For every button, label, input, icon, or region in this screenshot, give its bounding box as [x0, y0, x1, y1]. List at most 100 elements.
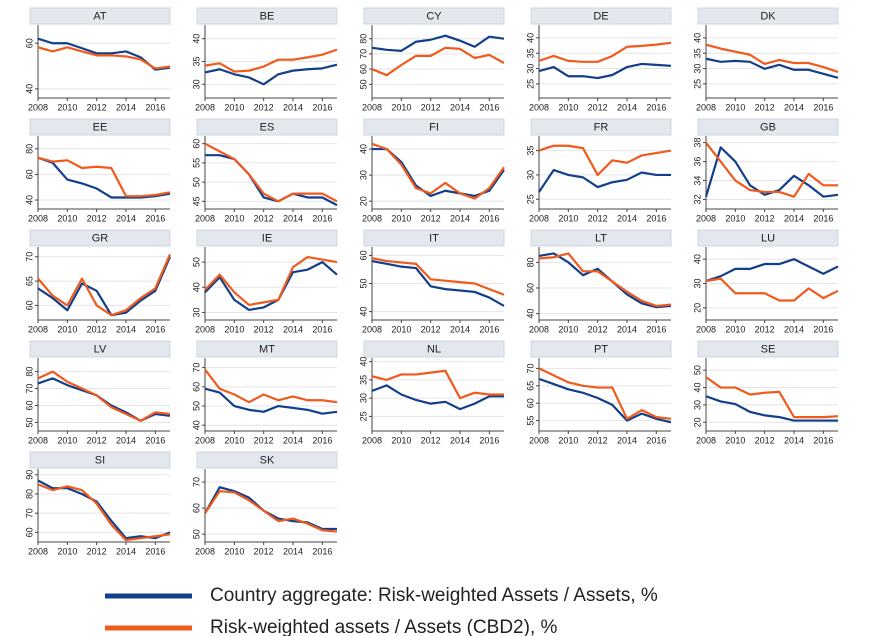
panel: ES 45 50 55 60 2008 2010 2012 2014 2016 — [191, 118, 338, 223]
panel: SE 20 30 40 50 2008 2010 2012 2014 2016 — [692, 340, 839, 445]
y-tick-label: 30 — [191, 79, 201, 89]
x-tick-label: 2008 — [529, 102, 549, 112]
x-tick-label: 2016 — [646, 213, 666, 223]
y-tick-label: 30 — [191, 307, 201, 317]
x-tick-label: 2008 — [195, 324, 215, 334]
x-tick-label: 2010 — [725, 213, 745, 223]
panel-title: ES — [260, 121, 275, 133]
y-tick-label: 65 — [24, 276, 34, 286]
panel: IE 30 40 50 2008 2010 2012 2014 2016 — [191, 229, 338, 334]
y-tick-label: 60 — [358, 64, 368, 74]
x-tick-label: 2014 — [450, 435, 470, 445]
x-tick-label: 2012 — [588, 102, 608, 112]
series-line — [538, 377, 672, 424]
x-tick-label: 2012 — [87, 102, 107, 112]
y-tick-label: 50 — [24, 418, 34, 428]
x-tick-label: 2010 — [558, 435, 578, 445]
x-tick-label: 2008 — [28, 546, 48, 556]
x-tick-label: 2010 — [57, 102, 77, 112]
y-tick-label: 40 — [692, 254, 702, 264]
panel: GB 32 34 36 38 2008 2010 2012 2014 2016 — [692, 118, 839, 223]
panel-title-bar — [363, 7, 505, 25]
panel-title-bar — [530, 118, 672, 136]
x-tick-label: 2016 — [646, 102, 666, 112]
panel-title-bar — [196, 340, 338, 358]
y-tick-label: 40 — [24, 195, 34, 205]
y-tick-label: 50 — [692, 365, 702, 375]
x-tick-label: 2016 — [646, 324, 666, 334]
x-tick-label: 2010 — [57, 324, 77, 334]
x-tick-label: 2008 — [28, 102, 48, 112]
panel-title-bar — [196, 229, 338, 247]
series-line — [37, 256, 172, 317]
y-tick-label: 30 — [525, 170, 535, 180]
x-tick-label: 2008 — [696, 213, 716, 223]
x-tick-label: 2010 — [224, 213, 244, 223]
y-tick-label: 50 — [191, 529, 201, 539]
x-tick-label: 2008 — [28, 213, 48, 223]
x-tick-label: 2016 — [479, 435, 499, 445]
y-tick-label: 60 — [24, 38, 34, 48]
y-tick-label: 25 — [525, 194, 535, 204]
x-tick-label: 2012 — [87, 435, 107, 445]
panel-title: BE — [260, 10, 275, 22]
y-tick-label: 36 — [692, 157, 702, 167]
series-line — [538, 41, 672, 63]
y-tick-label: 60 — [24, 169, 34, 179]
y-tick-label: 40 — [358, 144, 368, 154]
x-tick-label: 2016 — [312, 546, 332, 556]
panel-title: IE — [262, 232, 272, 244]
y-tick-label: 20 — [692, 417, 702, 427]
x-tick-label: 2008 — [195, 213, 215, 223]
x-tick-label: 2008 — [696, 102, 716, 112]
y-tick-label: 60 — [24, 300, 34, 310]
x-tick-label: 2014 — [283, 435, 303, 445]
x-tick-label: 2010 — [224, 435, 244, 445]
series-line — [538, 367, 672, 420]
y-tick-label: 35 — [358, 375, 368, 385]
x-tick-label: 2008 — [696, 435, 716, 445]
x-tick-label: 2012 — [421, 102, 441, 112]
series-line — [37, 156, 171, 198]
series-line — [37, 46, 171, 70]
y-tick-label: 20 — [358, 196, 368, 206]
y-tick-label: 38 — [692, 138, 702, 148]
series-line — [37, 253, 172, 317]
panel-title: SE — [761, 343, 776, 355]
x-tick-label: 2008 — [195, 546, 215, 556]
panel: DK 25 30 35 40 2008 2010 2012 2014 2016 — [692, 7, 839, 112]
panel-title-bar — [29, 340, 171, 358]
x-tick-label: 2016 — [813, 324, 833, 334]
series-line — [538, 252, 672, 309]
series-line — [705, 141, 838, 198]
panel-title-bar — [363, 229, 505, 247]
x-tick-label: 2016 — [312, 324, 332, 334]
series-line — [204, 142, 338, 203]
x-tick-label: 2012 — [254, 102, 274, 112]
x-tick-label: 2016 — [312, 435, 332, 445]
x-tick-label: 2008 — [696, 324, 716, 334]
y-tick-label: 35 — [525, 146, 535, 156]
series-line — [37, 483, 171, 542]
y-tick-label: 40 — [358, 307, 368, 317]
panel-title: LV — [94, 343, 107, 355]
x-tick-label: 2014 — [450, 213, 470, 223]
panel: FI 20 30 40 2008 2010 2012 2014 2016 — [358, 118, 505, 223]
panel: GR 60 65 70 2008 2010 2012 2014 2016 — [24, 229, 172, 334]
x-tick-label: 2014 — [617, 435, 637, 445]
x-tick-label: 2012 — [421, 435, 441, 445]
x-tick-label: 2012 — [254, 324, 274, 334]
series-line — [205, 154, 338, 207]
y-tick-label: 80 — [525, 257, 535, 267]
panel-title: PT — [594, 343, 608, 355]
panel: BE 30 35 40 2008 2010 2012 2014 2016 — [191, 7, 338, 112]
panel-title-bar — [697, 229, 839, 247]
x-tick-label: 2012 — [254, 213, 274, 223]
y-tick-label: 80 — [24, 367, 34, 377]
x-tick-label: 2014 — [283, 213, 303, 223]
y-tick-label: 45 — [191, 196, 201, 206]
x-tick-label: 2016 — [813, 102, 833, 112]
y-tick-label: 60 — [24, 401, 34, 411]
y-tick-label: 50 — [191, 401, 201, 411]
panel-title: NL — [427, 343, 441, 355]
